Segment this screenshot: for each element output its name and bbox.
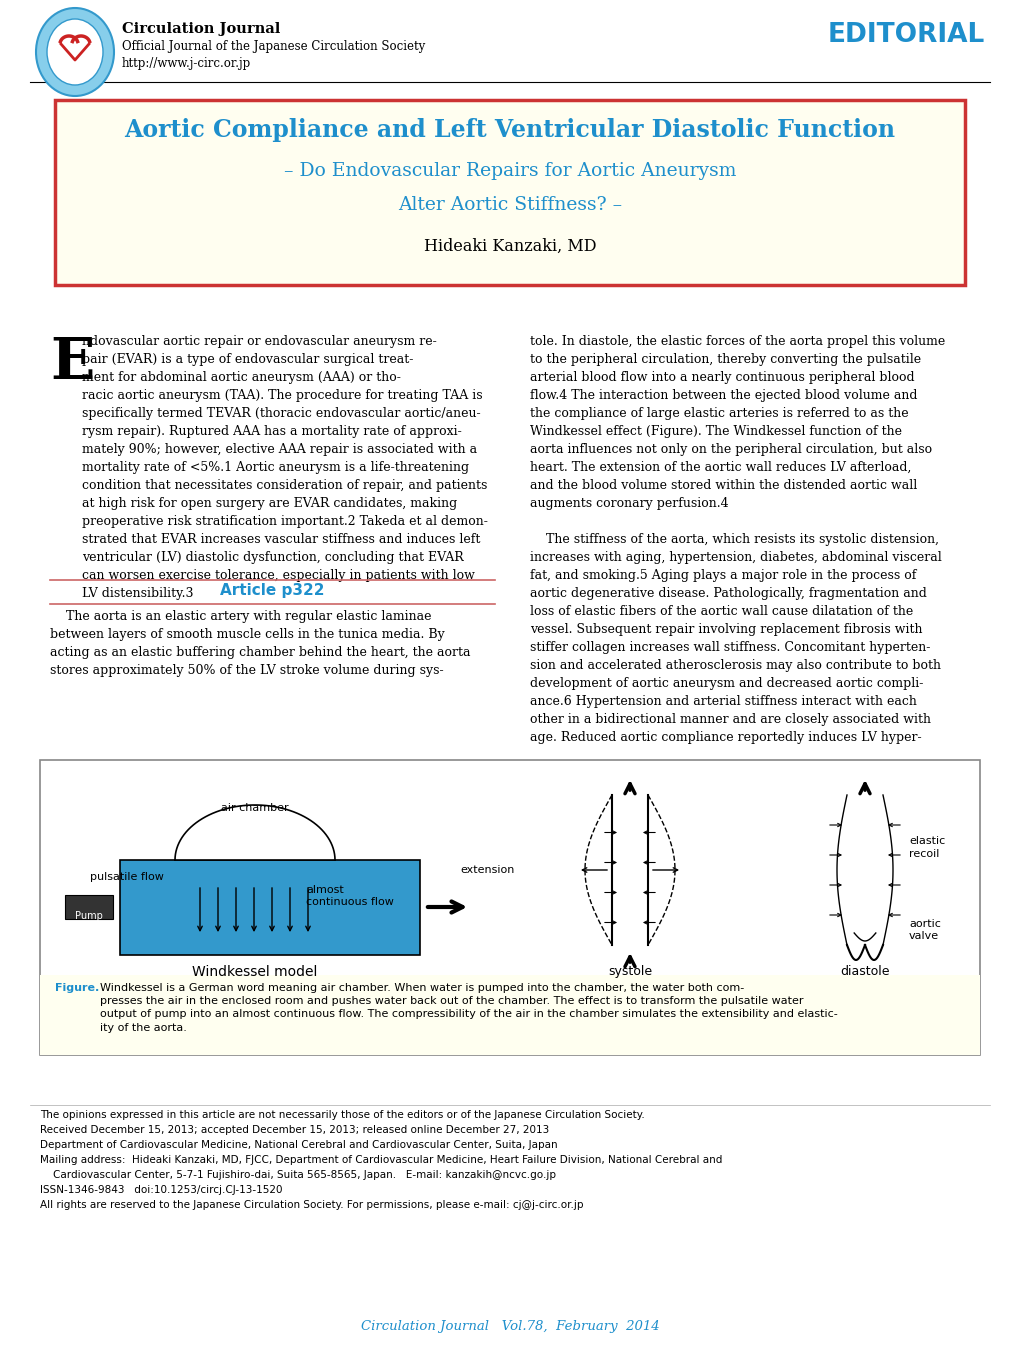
Ellipse shape	[36, 8, 114, 97]
Ellipse shape	[47, 19, 103, 84]
Text: EDITORIAL: EDITORIAL	[827, 22, 984, 48]
Text: Aortic Compliance and Left Ventricular Diastolic Function: Aortic Compliance and Left Ventricular D…	[124, 118, 895, 142]
Text: Received December 15, 2013; accepted December 15, 2013; released online December: Received December 15, 2013; accepted Dec…	[40, 1126, 548, 1135]
Text: – Do Endovascular Repairs for Aortic Aneurysm: – Do Endovascular Repairs for Aortic Ane…	[283, 162, 736, 180]
Text: Cardiovascular Center, 5-7-1 Fujishiro-dai, Suita 565-8565, Japan.   E-mail: kan: Cardiovascular Center, 5-7-1 Fujishiro-d…	[40, 1170, 555, 1180]
Text: Mailing address:  Hideaki Kanzaki, MD, FJCC, Department of Cardiovascular Medici: Mailing address: Hideaki Kanzaki, MD, FJ…	[40, 1155, 721, 1165]
Bar	[40, 974, 979, 1055]
Text: All rights are reserved to the Japanese Circulation Society. For permissions, pl: All rights are reserved to the Japanese …	[40, 1200, 583, 1210]
Text: Windkessel model: Windkessel model	[193, 965, 317, 979]
Text: E: E	[50, 335, 95, 391]
Text: Circulation Journal   Vol.78,  February  2014: Circulation Journal Vol.78, February 201…	[361, 1320, 658, 1332]
Text: Hideaki Kanzaki, MD: Hideaki Kanzaki, MD	[423, 238, 596, 255]
Text: Pump: Pump	[75, 911, 103, 921]
Text: Figure.: Figure.	[55, 983, 107, 994]
Text: Alter Aortic Stiffness? –: Alter Aortic Stiffness? –	[397, 196, 622, 214]
Text: systole: systole	[607, 965, 651, 979]
Bar	[120, 860, 420, 955]
Text: Circulation Journal: Circulation Journal	[122, 22, 280, 35]
Polygon shape	[175, 804, 334, 860]
Text: Article p322: Article p322	[220, 583, 324, 597]
Text: elastic
recoil: elastic recoil	[908, 836, 945, 859]
Text: extension: extension	[461, 866, 515, 875]
Text: diastole: diastole	[840, 965, 889, 979]
Text: The aorta is an elastic artery with regular elastic laminae
between layers of sm: The aorta is an elastic artery with regu…	[50, 610, 470, 676]
Text: ISSN-1346-9843   doi:10.1253/circj.CJ-13-1520: ISSN-1346-9843 doi:10.1253/circj.CJ-13-1…	[40, 1185, 282, 1195]
Text: Windkessel is a German word meaning air chamber. When water is pumped into the c: Windkessel is a German word meaning air …	[100, 983, 837, 1033]
Bar	[65, 896, 113, 919]
Text: The opinions expressed in this article are not necessarily those of the editors : The opinions expressed in this article a…	[40, 1111, 644, 1120]
Text: almost
continuous flow: almost continuous flow	[306, 885, 393, 908]
Bar	[40, 759, 979, 1055]
Text: Official Journal of the Japanese Circulation Society: Official Journal of the Japanese Circula…	[122, 39, 425, 53]
Text: ndovascular aortic repair or endovascular aneurysm re-
pair (EVAR) is a type of : ndovascular aortic repair or endovascula…	[82, 335, 487, 600]
Text: aortic
valve: aortic valve	[908, 919, 940, 942]
Text: pulsatile flow: pulsatile flow	[90, 872, 164, 882]
Bar	[55, 99, 964, 284]
Text: air chamber: air chamber	[221, 803, 288, 813]
Text: Department of Cardiovascular Medicine, National Cerebral and Cardiovascular Cent: Department of Cardiovascular Medicine, N…	[40, 1141, 557, 1150]
Text: tole. In diastole, the elastic forces of the aorta propel this volume
to the per: tole. In diastole, the elastic forces of…	[530, 335, 945, 744]
Text: http://www.j-circ.or.jp: http://www.j-circ.or.jp	[122, 57, 251, 69]
